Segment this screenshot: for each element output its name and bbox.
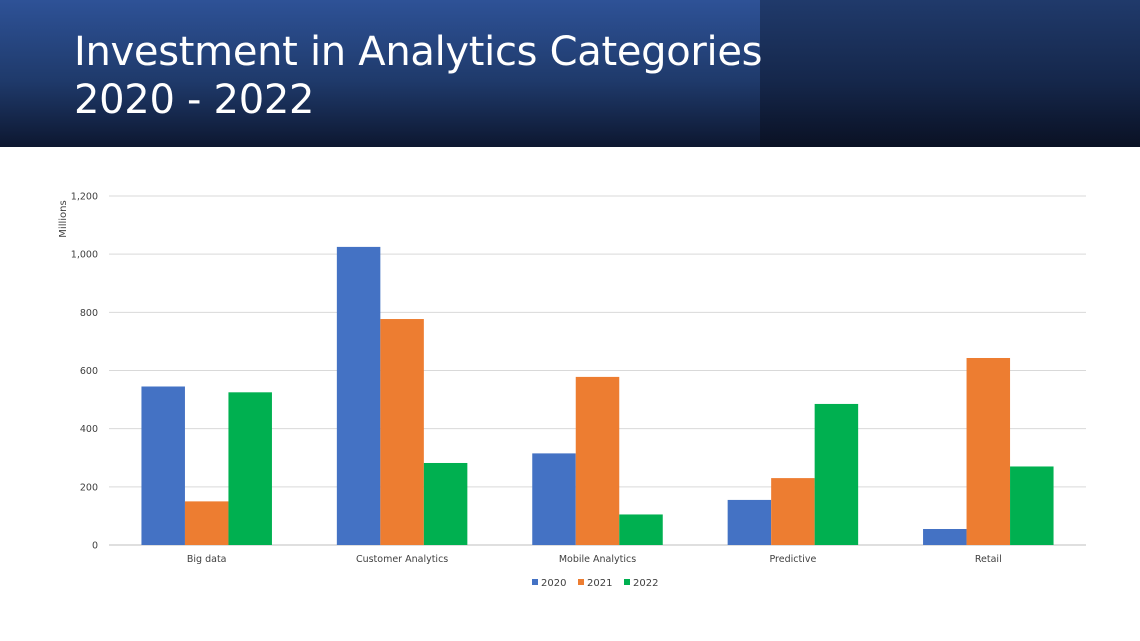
legend: 2020 2021 2022 (532, 578, 658, 589)
banner-accent-panel (760, 0, 1140, 147)
bar-2021-mobile-analytics (575, 376, 620, 545)
y-tick-label: 0 (92, 541, 98, 552)
x-tick-label: Big data (187, 554, 227, 565)
x-tick-label: Retail (975, 554, 1002, 565)
x-tick-label: Customer Analytics (356, 554, 448, 565)
y-axis-title: Millions (58, 200, 69, 237)
slide-title-line-2: 2020 - 2022 (74, 77, 315, 123)
bar-2021-big-data (184, 501, 229, 545)
bar-2021-predictive (771, 478, 815, 545)
axis-labels: 0 200 400 600 800 1,000 1,200 Big data Customer … (71, 192, 1002, 566)
bar-2022-retail (1010, 466, 1054, 545)
bar-2022-customer-analytics (423, 462, 468, 545)
legend-label-2021: 2021 (587, 578, 612, 589)
bar-2022-mobile-analytics (619, 514, 663, 545)
slide-title-line-1: Investment in Analytics Categories (74, 29, 763, 75)
bar-2022-big-data (228, 392, 272, 545)
bar-2020-big-data (141, 386, 185, 545)
bar-2021-retail (966, 357, 1011, 545)
y-tick-label: 1,200 (71, 192, 98, 203)
bar-2022-predictive (814, 403, 859, 545)
legend-swatch-2020 (532, 579, 538, 585)
legend-label-2020: 2020 (541, 578, 566, 589)
legend-swatch-2021 (578, 579, 584, 585)
bar-2020-customer-analytics (336, 246, 381, 546)
y-tick-label: 800 (80, 308, 98, 319)
x-tick-label: Mobile Analytics (559, 554, 636, 565)
slide-title: Investment in Analytics Categories 2020 … (74, 28, 763, 124)
y-tick-label: 1,000 (71, 250, 98, 261)
bar-2020-mobile-analytics (532, 453, 576, 545)
bars (141, 246, 1054, 546)
bar-2020-retail (923, 529, 967, 545)
y-tick-label: 200 (80, 482, 98, 493)
legend-swatch-2022 (624, 579, 630, 585)
y-tick-label: 400 (80, 424, 98, 435)
y-tick-label: 600 (80, 366, 98, 377)
legend-label-2022: 2022 (633, 578, 658, 589)
title-banner: Investment in Analytics Categories 2020 … (0, 0, 1140, 147)
bar-2021-customer-analytics (380, 319, 424, 545)
bar-2020-predictive (727, 499, 772, 545)
x-tick-label: Predictive (769, 554, 816, 565)
